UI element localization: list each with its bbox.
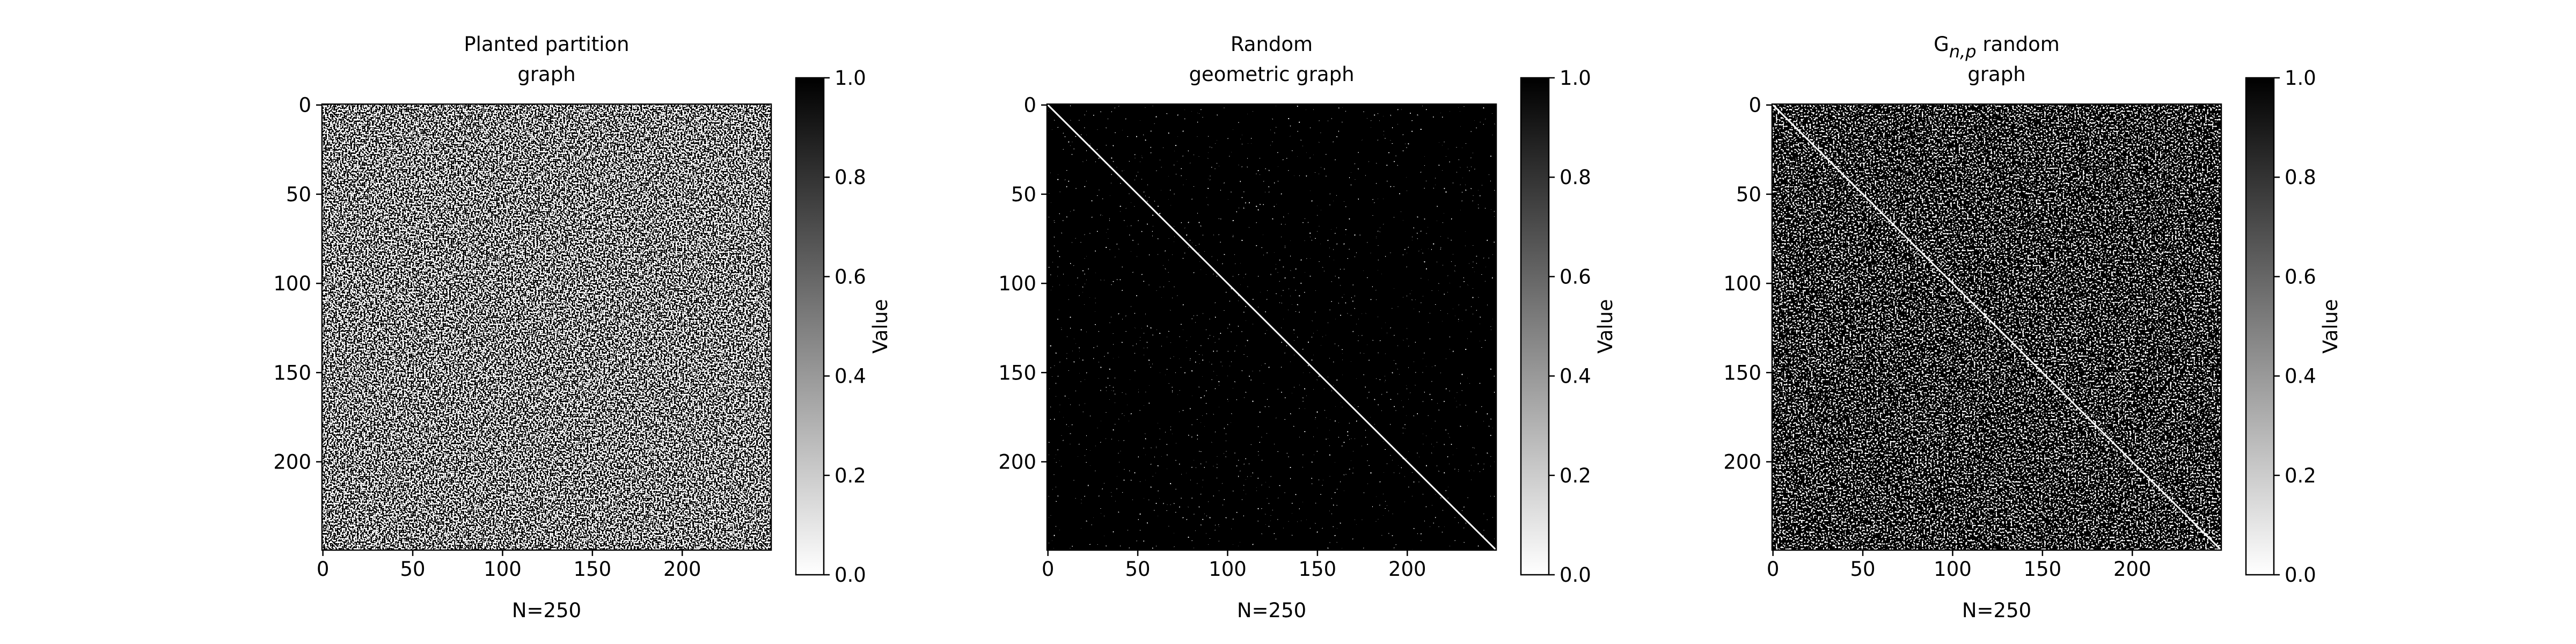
colorbar — [2245, 77, 2275, 576]
colorbar-tick-label: 0.2 — [1560, 464, 1591, 487]
colorbar-tick-label: 0.8 — [2285, 166, 2316, 189]
x-tick-label: 100 — [1934, 558, 1972, 581]
colorbar-tick-label: 0.0 — [2285, 564, 2316, 587]
colorbar-tick-label: 1.0 — [835, 67, 866, 90]
chart-title: Random — [1231, 33, 1313, 56]
colorbar-tick-label: 0.2 — [835, 464, 866, 487]
colorbar — [1520, 77, 1550, 576]
x-tick-label: 200 — [663, 558, 701, 581]
y-tick-label: 50 — [1011, 183, 1036, 206]
diagonal — [1046, 103, 1497, 551]
x-tick-label: 100 — [1209, 558, 1247, 581]
colorbar — [795, 77, 825, 576]
y-tick-label: 50 — [1736, 183, 1761, 206]
x-tick-label: 50 — [400, 558, 426, 581]
heatmap-image — [322, 104, 771, 550]
colorbar-tick-label: 0.4 — [1560, 365, 1591, 388]
colorbar-label: Value — [1594, 299, 1617, 354]
colorbar-tick-label: 1.0 — [1560, 67, 1591, 90]
y-tick-label: 100 — [273, 272, 311, 295]
title-text: geometric graph — [1189, 63, 1354, 86]
x-tick-label: 0 — [317, 558, 330, 581]
x-tick-label: 0 — [1767, 558, 1780, 581]
title-text: G — [1934, 33, 1949, 56]
colorbar-tick-label: 0.4 — [835, 365, 866, 388]
title-subscript: n,p — [1949, 41, 1977, 62]
colorbar-tick-label: 0.2 — [2285, 464, 2316, 487]
title-text: graph — [517, 63, 575, 86]
x-tick-label: 150 — [574, 558, 612, 581]
x-tick-label: 200 — [1388, 558, 1426, 581]
colorbar-tick-label: 0.0 — [835, 564, 866, 587]
y-tick-label: 0 — [1023, 94, 1036, 117]
colorbar-tick-label: 1.0 — [2285, 67, 2316, 90]
chart-title: Gn,p random — [1934, 33, 2060, 62]
colorbar-tick-label: 0.6 — [835, 265, 866, 288]
title-text: Random — [1231, 33, 1313, 56]
y-tick-label: 0 — [298, 94, 311, 117]
axes-frame — [1046, 103, 1497, 551]
title-text: random — [1977, 33, 2060, 56]
chart-title: graph — [517, 63, 575, 86]
chart-title: graph — [1967, 63, 2025, 86]
y-tick-label: 150 — [273, 361, 311, 384]
colorbar-label: Value — [2319, 299, 2342, 354]
x-tick-label: 50 — [1125, 558, 1151, 581]
y-tick-label: 50 — [286, 183, 311, 206]
x-axis-label: N=250 — [1962, 599, 2031, 622]
x-tick-label: 0 — [1042, 558, 1055, 581]
colorbar-tick-label: 0.0 — [1560, 564, 1591, 587]
x-tick-label: 150 — [2024, 558, 2062, 581]
colorbar-tick-label: 0.6 — [1560, 265, 1591, 288]
chart-title: geometric graph — [1189, 63, 1354, 86]
x-tick-label: 100 — [484, 558, 522, 581]
x-axis-label: N=250 — [1237, 599, 1306, 622]
y-tick-label: 0 — [1748, 94, 1761, 117]
y-tick-label: 100 — [998, 272, 1036, 295]
axes-frame — [1771, 103, 2222, 551]
colorbar-tick-label: 0.8 — [1560, 166, 1591, 189]
colorbar-tick-label: 0.6 — [2285, 265, 2316, 288]
colorbar-tick-label: 0.8 — [835, 166, 866, 189]
title-text: graph — [1967, 63, 2025, 86]
y-tick-label: 200 — [273, 450, 311, 473]
axes-frame — [321, 103, 772, 551]
y-tick-label: 100 — [1723, 272, 1761, 295]
colorbar-tick-label: 0.4 — [2285, 365, 2316, 388]
y-tick-label: 150 — [998, 361, 1036, 384]
y-tick-label: 200 — [1723, 450, 1761, 473]
x-tick-label: 50 — [1850, 558, 1876, 581]
colorbar-label: Value — [869, 299, 892, 354]
x-tick-label: 200 — [2113, 558, 2151, 581]
x-axis-label: N=250 — [512, 599, 581, 622]
y-tick-label: 200 — [998, 450, 1036, 473]
y-tick-label: 150 — [1723, 361, 1761, 384]
diagonal — [1771, 103, 2222, 551]
x-tick-label: 150 — [1299, 558, 1337, 581]
chart-title: Planted partition — [464, 33, 629, 56]
title-text: Planted partition — [464, 33, 629, 56]
